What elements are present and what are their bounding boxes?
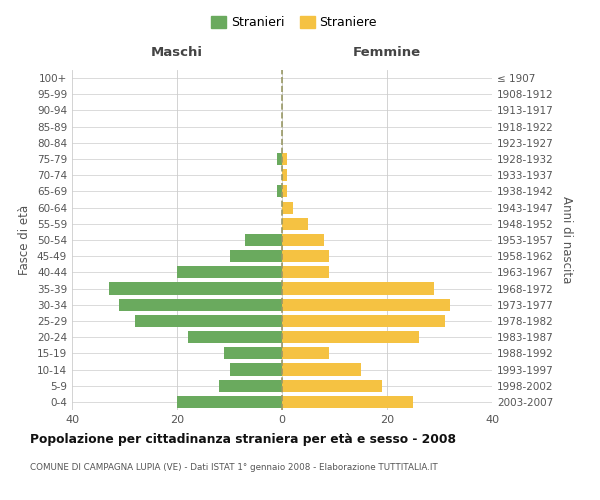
Bar [282,380,382,392]
Text: Maschi: Maschi [151,46,203,59]
Bar [277,153,282,165]
Bar [282,331,419,343]
Bar [229,250,282,262]
Bar [282,266,329,278]
Bar [282,169,287,181]
Bar [282,282,434,294]
Y-axis label: Anni di nascita: Anni di nascita [560,196,573,284]
Bar [187,331,282,343]
Y-axis label: Fasce di età: Fasce di età [19,205,31,275]
Bar [282,234,324,246]
Text: Femmine: Femmine [353,46,421,59]
Bar [277,186,282,198]
Bar [282,186,287,198]
Bar [282,202,293,213]
Bar [119,298,282,311]
Bar [282,153,287,165]
Bar [219,380,282,392]
Bar [282,396,413,408]
Legend: Stranieri, Straniere: Stranieri, Straniere [206,11,382,34]
Bar [177,266,282,278]
Bar [282,315,445,327]
Text: COMUNE DI CAMPAGNA LUPIA (VE) - Dati ISTAT 1° gennaio 2008 - Elaborazione TUTTIT: COMUNE DI CAMPAGNA LUPIA (VE) - Dati IST… [30,462,438,471]
Bar [282,364,361,376]
Bar [282,298,450,311]
Text: Popolazione per cittadinanza straniera per età e sesso - 2008: Popolazione per cittadinanza straniera p… [30,432,456,446]
Bar [245,234,282,246]
Bar [177,396,282,408]
Bar [224,348,282,360]
Bar [282,218,308,230]
Bar [229,364,282,376]
Bar [282,250,329,262]
Bar [282,348,329,360]
Bar [135,315,282,327]
Bar [109,282,282,294]
